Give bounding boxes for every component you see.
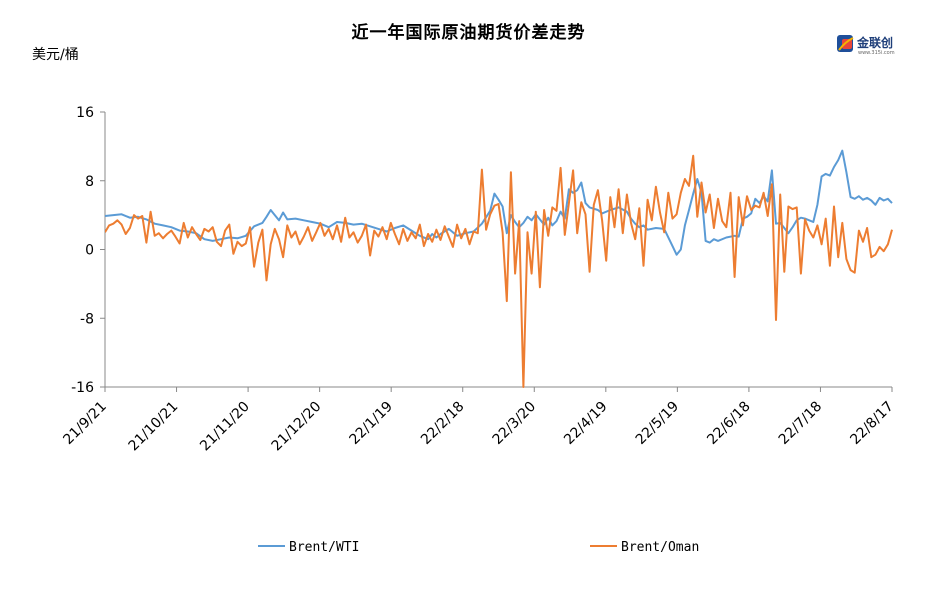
series-line-brent-oman (105, 154, 893, 388)
y-tick-label: 16 (76, 105, 94, 121)
chart-legend: Brent/WTI Brent/Oman (258, 540, 699, 555)
x-tick-label: 22/5/19 (633, 399, 682, 448)
y-tick-label: -16 (71, 380, 94, 396)
y-tick-label: 0 (85, 243, 94, 259)
x-tick-label: 22/4/19 (561, 399, 610, 448)
x-tick-label: 22/1/19 (347, 399, 396, 448)
x-tick-label: 21/12/20 (269, 399, 325, 455)
series-line-brent-wti (105, 149, 893, 256)
x-tick-label: 21/11/20 (197, 399, 253, 455)
logo-text: 金联创 (856, 35, 893, 50)
x-tick-label: 21/9/21 (60, 399, 109, 448)
brand-logo: 金联创 www.315i.com (837, 35, 895, 56)
chart-axes: 16 8 0 -8 -16 21/9/21 21/10/21 21/11/20 21/12/20… (60, 105, 896, 454)
legend-label-brent-wti: Brent/WTI (289, 540, 359, 555)
x-tick-label: 21/10/21 (126, 399, 182, 455)
y-axis-unit-label: 美元/桶 (32, 47, 79, 63)
x-tick-label: 22/7/18 (776, 399, 825, 448)
legend-label-brent-oman: Brent/Oman (621, 540, 699, 555)
x-tick-label: 22/6/18 (704, 399, 753, 448)
logo-subtext: www.315i.com (858, 50, 895, 56)
plot-area (105, 149, 893, 388)
logo-icon (837, 35, 854, 52)
x-tick-label: 22/2/18 (418, 399, 467, 448)
x-tick-label: 22/3/20 (490, 399, 539, 448)
y-tick-label: 8 (85, 174, 94, 190)
x-tick-label: 22/8/17 (847, 399, 896, 448)
y-tick-label: -8 (80, 311, 94, 327)
chart-title: 近一年国际原油期货价差走势 (351, 23, 586, 43)
